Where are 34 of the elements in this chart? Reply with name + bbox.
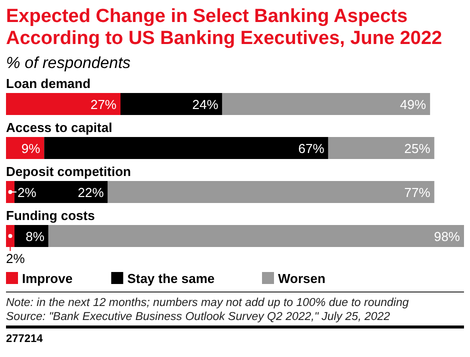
- bar: [14, 181, 108, 203]
- data-label: 2%: [17, 185, 37, 200]
- bar: [120, 93, 222, 115]
- legend-label: Improve: [22, 271, 73, 286]
- y-tick-label: Loan demand: [6, 76, 91, 91]
- bar: [6, 181, 14, 203]
- data-label: 8%: [26, 229, 45, 244]
- bar: [108, 181, 434, 203]
- bar: [44, 137, 328, 159]
- text: 277214: [6, 333, 44, 345]
- data-label: 24%: [192, 97, 219, 112]
- bar: [6, 225, 14, 247]
- data-label: 67%: [298, 141, 325, 156]
- source-note: Source: "Bank Executive Business Outlook Survey Q2 2022," July 25, 2022: [6, 311, 391, 323]
- chart-title: Expected Change in Select Banking Aspects According to US Banking Executives, June 2022: [6, 6, 442, 49]
- chart-subtitle: % of respondents: [6, 55, 131, 72]
- y-tick-label: Deposit competition: [6, 164, 132, 179]
- legend-label: Worsen: [278, 271, 326, 286]
- bar: [328, 137, 434, 159]
- data-label: 98%: [434, 229, 460, 244]
- data-label: 49%: [400, 97, 427, 112]
- text: Note: in the next 12 months; numbers may not add up to 100% due to rounding: [6, 297, 410, 309]
- data-label: 9%: [21, 141, 41, 156]
- y-tick-label: Access to capital: [6, 120, 112, 135]
- data-label: 25%: [404, 141, 431, 156]
- data-label: 22%: [78, 185, 104, 200]
- bar: [222, 93, 430, 115]
- legend-label: Stay the same: [127, 271, 215, 286]
- data-label: 2%: [6, 251, 26, 266]
- y-tick-label: Funding costs: [6, 208, 95, 223]
- bar: [48, 225, 464, 247]
- bar: [6, 93, 120, 115]
- data-label: 77%: [404, 185, 431, 200]
- data-label: 27%: [90, 97, 117, 112]
